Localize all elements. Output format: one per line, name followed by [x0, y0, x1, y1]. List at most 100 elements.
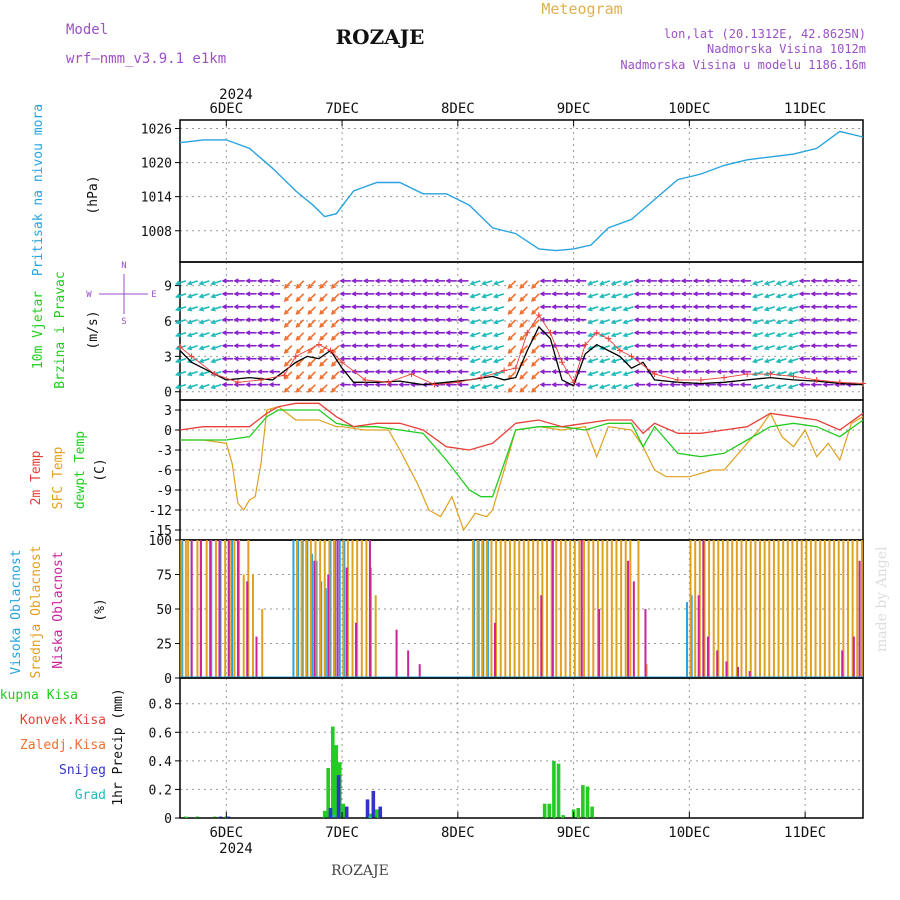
wind-arrow-head [787, 358, 793, 364]
wind-arrow-head [481, 345, 487, 351]
wind-arrow-head [787, 371, 793, 377]
wind-arrow [588, 383, 599, 389]
wind-arrow-head [186, 384, 193, 390]
wind-arrow-head [587, 319, 593, 325]
wind-arrow-head [822, 330, 828, 336]
wind-arrow [296, 371, 305, 380]
wind-arrow-head [810, 330, 816, 336]
wind-arrow-head [563, 291, 569, 297]
wind-arrow-head [307, 309, 313, 315]
wind-arrow [176, 383, 187, 389]
wind-arrow [600, 383, 611, 389]
wind-arrow-head [210, 280, 216, 286]
wind-arrow-head [362, 343, 369, 349]
wind-arrow-head [610, 319, 617, 325]
wind-arrow [507, 332, 517, 341]
wind-arrow [611, 383, 622, 389]
wind-arrow [519, 280, 528, 289]
wind-compass: N S W E [86, 261, 156, 327]
wind-arrow-head [295, 322, 301, 328]
temperature-ytick-label: -9 [156, 484, 172, 499]
wind-arrow-head [421, 291, 428, 297]
wind-arrow-head [845, 291, 851, 297]
wind-arrow-head [174, 371, 181, 377]
wind-arrow-head [210, 319, 216, 325]
wind-arrow [494, 344, 505, 350]
wind-arrow-head [763, 371, 770, 377]
wind-arrow [199, 280, 210, 285]
wind-arrow [284, 345, 293, 354]
wind-arrow [319, 345, 328, 354]
day-label-top: 9DEC [557, 101, 591, 117]
wind-arrow-head [598, 358, 605, 364]
wind-gust-marker [315, 341, 322, 348]
wind-arrow-head [845, 356, 851, 362]
wind-arrow-head [798, 304, 804, 310]
wind-arrow-head [563, 330, 569, 336]
total-precip-bar [195, 816, 200, 818]
wind-arrow [600, 344, 611, 350]
wind-arrow-head [680, 304, 687, 310]
wind-gust-marker [593, 329, 600, 336]
wind-arrow-head [507, 296, 513, 302]
wind-arrow-head [386, 278, 392, 284]
wind-arrow [319, 280, 328, 289]
wind-arrow-head [210, 332, 216, 338]
wind-arrow-head [398, 382, 404, 388]
wind-ytick-label: 9 [164, 280, 172, 295]
wind-gust-marker [501, 367, 508, 374]
wind-arrow [588, 293, 599, 298]
wind-arrow [199, 306, 210, 311]
wind-arrow [307, 293, 316, 302]
wind-arrow-head [409, 343, 416, 349]
wind-arrow-head [763, 384, 770, 390]
wind-gust-marker [767, 371, 774, 378]
total-precip-bar [331, 726, 335, 818]
wind-arrow-head [221, 343, 227, 349]
wind-arrow [764, 306, 775, 311]
wind-arrow-head [307, 296, 313, 302]
day-label-bottom: 11DEC [784, 825, 826, 841]
snow-bar [344, 806, 349, 818]
wind-arrow-head [716, 304, 722, 310]
wind-arrow-head [198, 358, 204, 364]
wind-arrow-head [531, 387, 537, 393]
wind-arrow-head [610, 358, 617, 364]
wind-arrow [519, 306, 528, 315]
wind-arrow-head [256, 343, 263, 349]
wind-gust-marker [431, 381, 438, 388]
wind-arrow-head [469, 371, 475, 377]
wind-arrow [611, 280, 622, 285]
wind-arrow-head [680, 343, 687, 349]
wind-arrow [319, 358, 328, 367]
wind-arrow-head [283, 322, 289, 328]
wind-arrow [588, 306, 599, 311]
wind-arrow-head [445, 330, 451, 336]
wind-arrow [531, 384, 540, 393]
dewpoint-line [180, 409, 864, 498]
wind-arrow [482, 344, 493, 350]
wind-arrow [199, 319, 210, 324]
wind-arrow-head [186, 306, 193, 312]
day-label-bottom: 9DEC [557, 825, 591, 841]
wind-arrow-head [481, 280, 487, 286]
wind-arrow-head [587, 384, 593, 390]
wind-arrow-head [657, 356, 663, 362]
wind-arrow-head [645, 278, 651, 284]
wind-arrow [753, 319, 764, 324]
wind-arrow-head [622, 384, 628, 390]
wind-arrow-head [174, 293, 181, 299]
wind-arrow-head [775, 319, 782, 325]
total-precip-bar [369, 813, 373, 818]
temperature-ytick-label: 0 [164, 424, 172, 439]
wind-arrow-head [563, 304, 569, 310]
wind-arrow-head [716, 369, 722, 375]
wind-arrow-head [763, 332, 770, 338]
wind-arrow-head [704, 317, 710, 323]
wind-arrow-head [433, 317, 439, 323]
wind-arrow-head [519, 387, 525, 393]
temp-unit: (C) [93, 458, 108, 481]
wind-arrow-head [433, 369, 439, 375]
wind-gust-marker [570, 379, 577, 386]
wind-arrow-head [469, 293, 475, 299]
